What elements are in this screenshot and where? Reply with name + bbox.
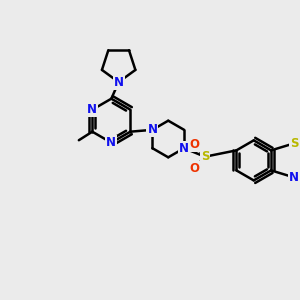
Text: O: O bbox=[189, 138, 199, 151]
Text: S: S bbox=[290, 137, 298, 150]
Text: N: N bbox=[87, 103, 97, 116]
Text: S: S bbox=[201, 150, 209, 163]
Text: N: N bbox=[147, 123, 158, 136]
Text: N: N bbox=[179, 142, 189, 155]
Text: N: N bbox=[289, 171, 299, 184]
Text: N: N bbox=[106, 136, 116, 149]
Text: N: N bbox=[114, 76, 124, 88]
Text: O: O bbox=[189, 162, 199, 176]
